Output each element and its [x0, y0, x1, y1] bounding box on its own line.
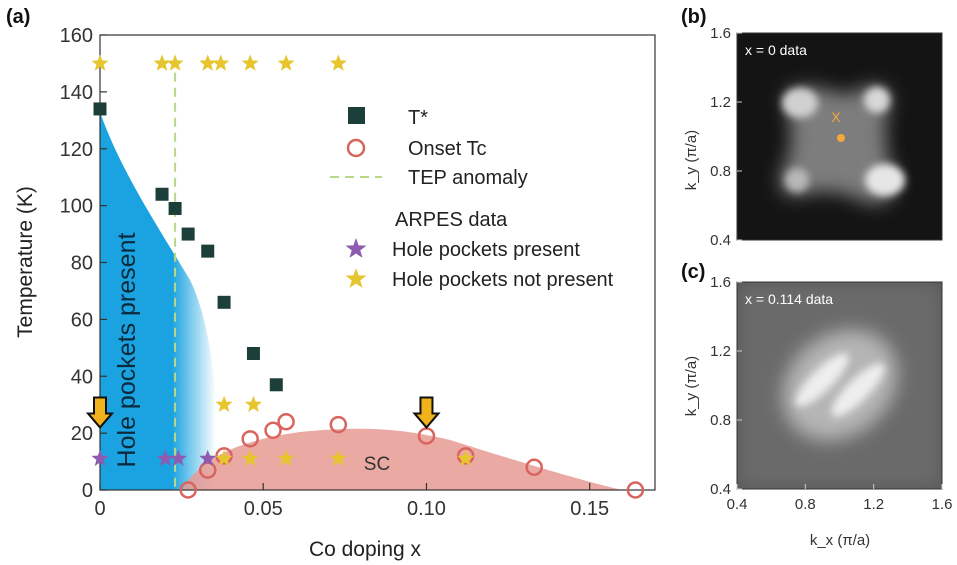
legend-subheader: ARPES data — [395, 209, 508, 231]
y-tick-label: 0 — [82, 480, 93, 502]
y-tick-label: 140 — [60, 82, 93, 104]
panel-c-ylabel: k_y (π/a) — [683, 356, 700, 416]
inset-y-tick-label: 1.6 — [710, 274, 731, 291]
point-hole-pockets-not-present — [241, 449, 259, 466]
blue-region-label: Hole pockets present — [113, 233, 141, 468]
point-t — [246, 347, 260, 360]
point-t — [181, 227, 195, 241]
dot-marker — [837, 134, 845, 142]
y-tick-label: 80 — [71, 253, 93, 275]
legend-label-tstar: T* — [408, 107, 428, 129]
point-hole-pockets-not-present — [215, 449, 233, 466]
panel-c-frame — [736, 281, 943, 490]
legend-marker-tstar — [348, 107, 365, 124]
sc-region-label: SC — [364, 454, 390, 475]
panel-b-intensity — [780, 85, 905, 204]
inset-x-tick-label: 0.4 — [727, 496, 748, 513]
point-hole-pockets-not-present — [277, 449, 295, 466]
inset-y-tick-label: 0.4 — [710, 481, 731, 498]
point-t — [269, 378, 283, 392]
panel-c-ticks: 0.4 0.8 1.2 1.6 0.4 0.8 1.2 1.6 — [710, 274, 952, 513]
point-hole-pockets-not-present — [457, 449, 475, 466]
legend-marker-hole-present — [345, 238, 367, 258]
legend-label-tc: Onset Tc — [408, 138, 487, 160]
legend-label-tep: TEP anomaly — [408, 167, 528, 189]
y-tick-label: 160 — [60, 25, 93, 47]
arrow-marker — [412, 396, 441, 429]
x-tick-label: 0.05 — [244, 498, 283, 520]
point-hole-pockets-not-present — [212, 54, 230, 71]
panel-c-annotation: x = 0.114 data — [745, 291, 833, 307]
legend: T* Onset Tc TEP anomaly ARPES data Hole … — [330, 107, 614, 291]
legend-label-hole-present: Hole pockets present — [392, 239, 580, 261]
point-hole-pockets-present — [91, 449, 109, 466]
point-hole-pockets-present — [156, 449, 174, 466]
y-tick-label: 100 — [60, 196, 93, 218]
x-tick-label: 0.10 — [407, 498, 446, 520]
legend-label-hole-not-present: Hole pockets not present — [392, 269, 614, 291]
arrows — [85, 396, 441, 429]
axis-ticks: 0 0.05 0.10 0.15 0 20 40 60 80 100 120 140 160 — [60, 25, 610, 520]
panel-c-intensity — [737, 282, 942, 489]
x-axis-label: Co doping x — [309, 538, 422, 561]
point-hole-pockets-not-present — [329, 54, 347, 71]
point-onset-tc — [198, 461, 217, 479]
panel-c-xlabel: k_x (π/a) — [810, 532, 870, 549]
point-onset-tc — [277, 413, 295, 431]
point-hole-pockets-not-present — [244, 395, 262, 412]
point-hole-pockets-not-present — [241, 54, 259, 71]
y-tick-label: 20 — [71, 423, 93, 445]
inset-y-tick-label: 0.8 — [710, 412, 731, 429]
y-tick-label: 120 — [60, 139, 93, 161]
point-hole-pockets-not-present — [277, 54, 295, 71]
point-t — [168, 201, 182, 215]
panel-c-label: (c) — [681, 261, 705, 283]
panel-b-frame — [736, 32, 943, 241]
point-hole-pockets-not-present — [153, 54, 171, 71]
sc-region — [182, 428, 622, 490]
y-tick-label: 60 — [71, 309, 93, 331]
inset-x-tick-label: 1.6 — [932, 496, 953, 513]
point-hole-pockets-not-present — [215, 395, 233, 412]
point-t — [201, 244, 215, 258]
panel-a-label: (a) — [6, 6, 30, 28]
point-t — [93, 102, 107, 116]
point-onset-tc — [179, 481, 197, 499]
inset-x-tick-label: 0.8 — [795, 496, 816, 513]
panel-b-label: (b) — [681, 6, 707, 28]
point-hole-pockets-not-present — [329, 449, 347, 466]
point-hole-pockets-present — [199, 449, 217, 466]
x-tick-label: 0.15 — [570, 498, 609, 520]
y-axis-label: Temperature (K) — [14, 186, 37, 338]
point-hole-pockets-not-present — [166, 54, 184, 71]
point-hole-pockets-present — [169, 449, 187, 466]
point-t — [155, 187, 169, 201]
inset-y-tick-label: 0.8 — [710, 163, 731, 180]
panel-b-ticks: 0.4 0.8 1.2 1.6 — [710, 25, 742, 249]
point-onset-tc — [329, 415, 348, 434]
y-tick-label: 40 — [71, 366, 93, 388]
point-onset-tc — [525, 458, 543, 476]
point-hole-pockets-not-present — [199, 54, 217, 71]
legend-marker-tc — [346, 138, 366, 158]
point-t — [217, 295, 231, 309]
point-onset-tc — [626, 481, 645, 499]
point-hole-pockets-not-present — [91, 54, 109, 71]
panel-b-ylabel: k_y (π/a) — [683, 130, 700, 190]
arrow-marker — [85, 396, 115, 429]
x-tick-label: 0 — [94, 498, 105, 520]
inset-y-tick-label: 1.2 — [710, 343, 731, 360]
legend-marker-hole-not-present — [345, 268, 367, 288]
panel-b-annotation: x = 0 data — [745, 42, 807, 58]
inset-x-tick-label: 1.2 — [863, 496, 884, 513]
point-onset-tc — [241, 430, 259, 448]
inset-y-tick-label: 0.4 — [710, 232, 731, 249]
inset-y-tick-label: 1.6 — [710, 25, 731, 42]
inset-y-tick-label: 1.2 — [710, 94, 731, 111]
x-marker: X — [831, 109, 841, 125]
point-onset-tc — [264, 421, 282, 440]
blue-region — [100, 112, 216, 490]
